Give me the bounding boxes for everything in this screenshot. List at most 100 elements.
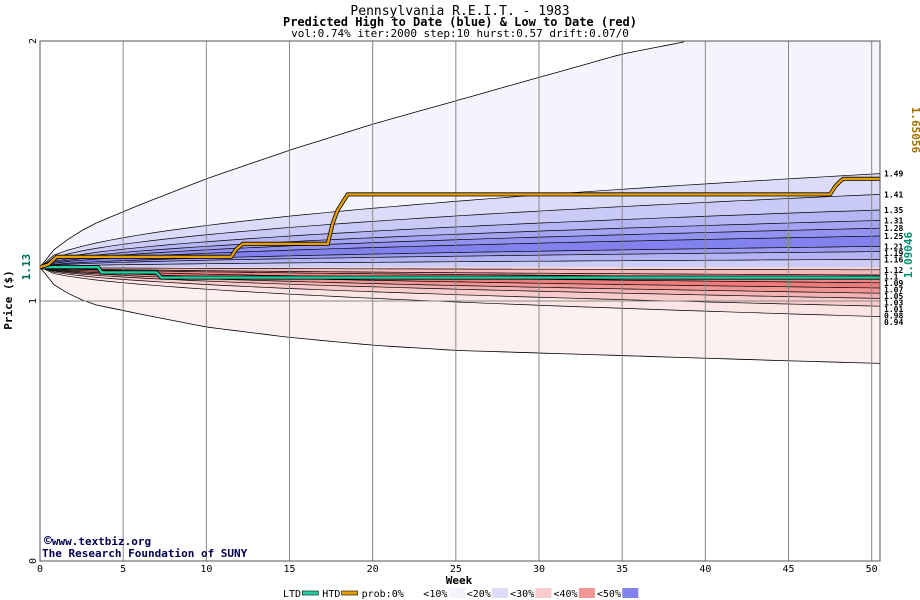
x-tick-label-30: 30: [533, 564, 545, 575]
high-band-2: [40, 210, 880, 268]
legend-swatch-5: [535, 588, 552, 598]
band-edge-5: [39, 235, 881, 268]
series-lines: [39, 176, 880, 280]
probability-bands: [39, 41, 881, 364]
y-tick-label-1: 1: [28, 298, 39, 304]
high-band-4: [40, 228, 880, 268]
credit-site-text: www.textbiz.org: [52, 535, 151, 548]
credit-org: The Research Foundation of SUNY: [42, 547, 248, 560]
y-tick-label-2: 2: [28, 38, 39, 44]
low-band-1: [40, 267, 880, 275]
band-end-label-4: 1.28: [884, 224, 903, 233]
band-end-label-6: 1.21: [884, 242, 903, 251]
low-envelope-line: [39, 266, 881, 364]
htd-line: [39, 177, 880, 269]
band-end-labels: 1.49 1.41 1.351.311.281.251.211.191.16 1.12…: [884, 170, 903, 327]
y-axis-label: Price ($): [2, 270, 15, 330]
legend-label-0: LTD: [283, 589, 301, 600]
x-axis-label: Week: [446, 574, 473, 587]
plot-frame: [39, 40, 881, 562]
credit-site: ©www.textbiz.org: [44, 534, 151, 549]
band-end-label-12: 1.07: [884, 285, 903, 294]
band-edge-10: [39, 266, 881, 276]
band-edge-15: [39, 266, 881, 299]
start-price-label: 1.13: [20, 254, 33, 281]
copyright-icon: ©: [44, 534, 52, 549]
band-edge-17: [39, 266, 881, 317]
high-envelope-line: [39, 41, 685, 268]
band-edge-3: [39, 220, 881, 268]
chart-params: vol:0.74% iter:2000 step:10 hurst:0.57 d…: [291, 27, 629, 40]
band-end-label-16: 0.98: [884, 311, 903, 320]
x-tick-label-0: 0: [37, 564, 43, 575]
legend-swatch-7: [622, 588, 639, 598]
band-end-label-3: 1.31: [884, 216, 903, 225]
legend-line-1: [341, 590, 358, 596]
legend-label-7: <50%: [597, 589, 621, 600]
band-end-label-11: 1.09: [884, 279, 903, 288]
low-band-4: [40, 267, 880, 288]
band-edge-4: [39, 227, 881, 268]
chart-subtitle: Predicted High to Date (blue) & Low to D…: [283, 15, 637, 29]
band-edge-1: [39, 194, 881, 268]
low-band-8: [40, 267, 880, 317]
legend-swatch-2: [405, 588, 422, 598]
band-end-label-2: 1.35: [884, 206, 903, 215]
x-tick-label-5: 5: [120, 564, 126, 575]
legend-label-5: <30%: [510, 589, 534, 600]
y-tick-label-0: 0: [28, 558, 39, 564]
band-edge-16: [39, 266, 881, 307]
x-tick-label-40: 40: [699, 564, 711, 575]
high-band-6: [40, 246, 880, 268]
band-end-label-10: 1.1: [884, 272, 899, 281]
low-band-5: [40, 267, 880, 294]
low-band-6: [40, 267, 880, 299]
band-end-label-8: 1.16: [884, 255, 903, 264]
high-band-8: [40, 259, 880, 268]
x-tick-label-25: 25: [450, 564, 462, 575]
low-band-7: [40, 267, 880, 307]
high-band-1: [40, 194, 880, 268]
legend-swatch-6: [578, 588, 595, 598]
legend: LTD HTD prob:0% <10% <20% <30% <40% <50%: [283, 588, 639, 600]
legend-label-2: prob:0%: [362, 589, 404, 600]
axis-ticks: 0 5 10 15 20 25 30 35 40 45 50 0 1 2: [28, 38, 878, 575]
band-end-label-0: 1.49: [884, 170, 903, 179]
band-end-label-15: 1.01: [884, 305, 903, 314]
legend-swatch-3: [448, 588, 465, 598]
band-end-label-14: 1.03: [884, 298, 903, 307]
legend-line-0: [301, 590, 319, 596]
x-tick-label-15: 15: [283, 564, 295, 575]
band-end-label-7: 1.19: [884, 249, 903, 258]
ltd-end-label: 1.09046: [902, 231, 915, 278]
band-end-label-17: 0.94: [884, 318, 903, 327]
legend-swatch-4: [492, 588, 509, 598]
band-end-label-13: 1.05: [884, 292, 903, 301]
x-tick-label-20: 20: [367, 564, 379, 575]
high-band-3: [40, 220, 880, 268]
htd-end-label: 1.65056: [909, 107, 920, 154]
band-edge-9: [39, 266, 880, 271]
band-end-label-9: 1.12: [884, 266, 903, 275]
chart-title: Pennsylvania R.E.I.T. - 1983: [350, 4, 569, 19]
x-tick-label-35: 35: [616, 564, 628, 575]
low-band-2: [40, 267, 880, 278]
legend-label-3: <10%: [423, 589, 447, 600]
band-end-label-1: 1.41: [884, 190, 903, 199]
legend-label-6: <40%: [554, 589, 578, 600]
x-tick-label-45: 45: [782, 564, 794, 575]
x-tick-label-10: 10: [200, 564, 212, 575]
high-band-0: [40, 173, 880, 268]
ltd-line: [40, 266, 880, 279]
legend-label-1: HTD: [322, 589, 340, 600]
band-edge-8: [39, 259, 881, 268]
x-tick-label-50: 50: [866, 564, 878, 575]
legend-label-4: <20%: [467, 589, 491, 600]
high-band-7: [40, 251, 880, 268]
band-edge-2: [39, 209, 881, 268]
band-edge-7: [39, 251, 881, 268]
grid-lines: [40, 41, 880, 561]
band-edge-0: [39, 173, 881, 268]
band-end-label-5: 1.25: [884, 232, 903, 241]
